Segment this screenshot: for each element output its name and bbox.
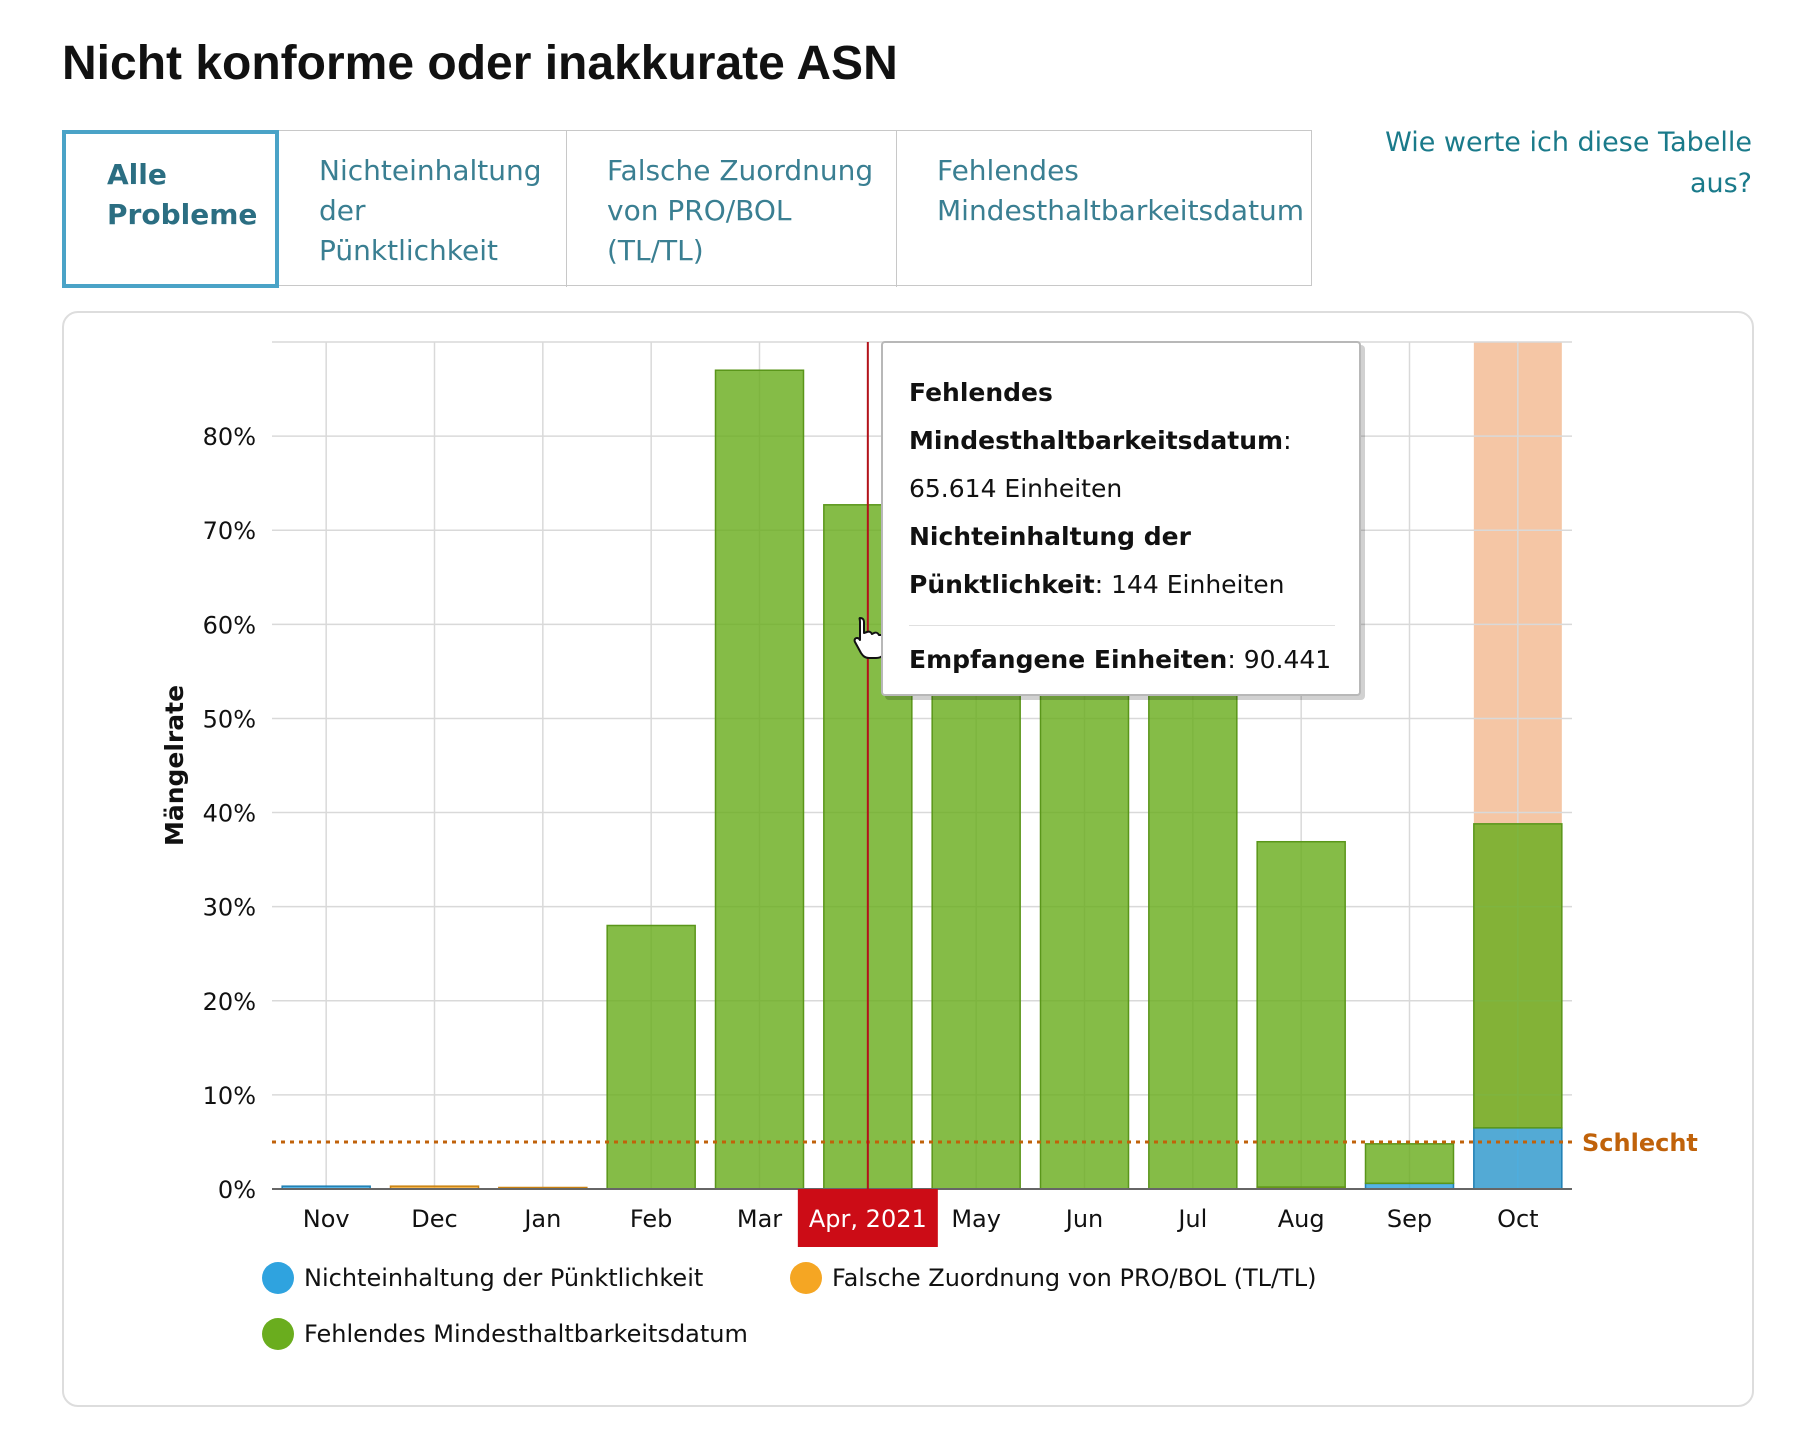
y-tick-label: 40% <box>203 800 256 828</box>
tab-label-line: Nichteinhaltung <box>319 154 542 187</box>
x-tick-label: May <box>951 1205 1001 1233</box>
tab-all-issues[interactable]: Alle Probleme <box>62 130 279 288</box>
legend-item-punctuality[interactable]: Nichteinhaltung der Pünktlichkeit <box>262 1262 703 1294</box>
y-tick-label: 0% <box>218 1176 256 1204</box>
tooltip-divider <box>909 625 1335 626</box>
tab-label-line: Alle <box>107 158 167 191</box>
tab-label-line: Fehlendes <box>937 154 1079 187</box>
tooltip-series-value: 144 Einheiten <box>1111 570 1285 599</box>
help-link-line: Wie werte ich diese Tabelle <box>1385 127 1752 158</box>
legend-dot-icon <box>262 1318 294 1350</box>
tab-label-line: Mindesthaltbarkeitsdatum <box>937 194 1305 227</box>
legend-item-pro-bol[interactable]: Falsche Zuordnung von PRO/BOL (TL/TL) <box>790 1262 1316 1294</box>
x-tick-label: Nov <box>303 1205 350 1233</box>
tab-label-line: von PRO/BOL <box>607 194 792 227</box>
x-tick-label: Jul <box>1176 1205 1207 1233</box>
bar-expiry-date <box>1364 1143 1455 1185</box>
y-tick-label: 30% <box>203 894 256 922</box>
tab-label-line: Pünktlichkeit <box>319 234 498 267</box>
x-tick-label: Dec <box>411 1205 457 1233</box>
tooltip-series-name: Pünktlichkeit <box>909 570 1095 599</box>
legend-dot-icon <box>262 1262 294 1294</box>
page-title: Nicht konforme oder inakkurate ASN <box>62 37 898 90</box>
tab-label-line: Falsche Zuordnung <box>607 154 874 187</box>
tooltip-total-value: 90.441 <box>1243 645 1332 674</box>
bar-expiry-date <box>1256 840 1346 1188</box>
legend-label: Nichteinhaltung der Pünktlichkeit <box>304 1264 704 1292</box>
tab-label-line: Probleme <box>107 198 258 231</box>
x-tick-label: Oct <box>1497 1205 1539 1233</box>
tab-missing-expiry-date[interactable]: Fehlendes Mindesthaltbarkeitsdatum <box>897 131 1311 287</box>
x-tick-label: Jun <box>1064 1205 1104 1233</box>
x-tick-label: Feb <box>630 1205 673 1233</box>
y-tick-label: 80% <box>203 423 256 451</box>
selected-category-badge <box>797 1189 938 1247</box>
legend-label: Fehlendes Mindesthaltbarkeitsdatum <box>304 1320 748 1348</box>
x-tick-label: Jan <box>522 1205 561 1233</box>
tooltip-series-name: Fehlendes <box>909 378 1053 407</box>
y-tick-label: 60% <box>203 611 256 639</box>
threshold-label: Schlecht <box>1582 1129 1698 1157</box>
tab-punctuality[interactable]: Nichteinhaltung der Pünktlichkeit <box>279 131 567 287</box>
tab-label-line: (TL/TL) <box>607 234 704 267</box>
legend-dot-icon <box>790 1262 822 1294</box>
issue-tabs: Alle Probleme Nichteinhaltung der Pünktl… <box>62 130 1312 288</box>
x-tick-label: Sep <box>1387 1205 1432 1233</box>
help-link-line: aus? <box>1689 168 1752 199</box>
y-tick-label: 10% <box>203 1082 256 1110</box>
tab-label-line: der <box>319 194 366 227</box>
y-tick-label: 50% <box>203 705 256 733</box>
how-to-read-chart-link[interactable]: Wie werte ich diese Tabelle aus? <box>1352 122 1752 204</box>
tooltip-series-value: 65.614 Einheiten <box>909 474 1123 503</box>
tooltip-series-name: Mindesthaltbarkeitsdatum <box>909 426 1284 455</box>
tooltip-total-label: Empfangene Einheiten <box>909 645 1228 674</box>
legend-item-expiry-date[interactable]: Fehlendes Mindesthaltbarkeitsdatum <box>262 1318 748 1350</box>
tooltip-series-name: Nichteinhaltung der <box>909 522 1191 551</box>
y-tick-label: 70% <box>203 517 256 545</box>
x-tick-label: Aug <box>1278 1205 1325 1233</box>
y-axis-title: Mängelrate <box>160 685 189 846</box>
x-tick-label: Mar <box>737 1205 782 1233</box>
bar-punctuality <box>1473 1127 1563 1190</box>
tab-pro-bol-mismatch[interactable]: Falsche Zuordnung von PRO/BOL (TL/TL) <box>567 131 897 287</box>
chart-tooltip: Fehlendes Mindesthaltbarkeitsdatum: 65.6… <box>881 341 1361 696</box>
y-tick-label: 20% <box>203 988 256 1016</box>
bar-expiry-date <box>1473 823 1563 1129</box>
legend-label: Falsche Zuordnung von PRO/BOL (TL/TL) <box>832 1264 1317 1292</box>
x-tick-label: Apr, 2021 <box>809 1205 927 1233</box>
bar-expiry-date <box>714 369 805 1190</box>
bar-expiry-date <box>606 924 696 1190</box>
